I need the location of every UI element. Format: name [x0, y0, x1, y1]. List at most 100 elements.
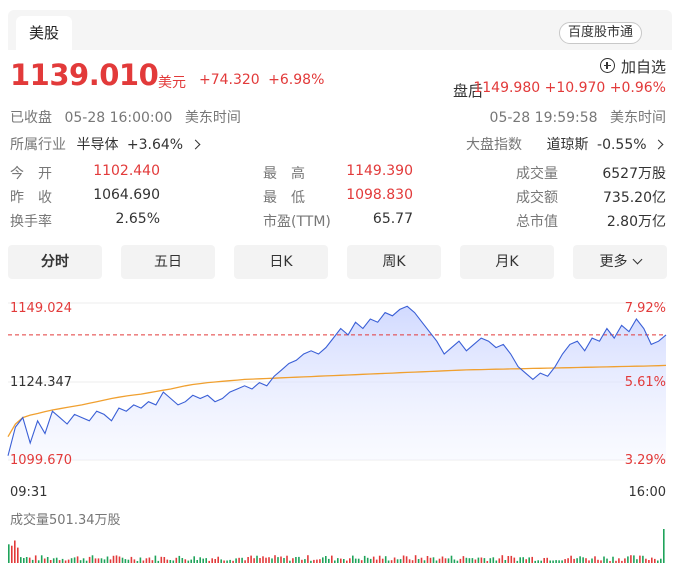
volume-bar: [271, 558, 273, 563]
volume-bar: [468, 558, 471, 563]
volume-label: 成交量501.34万股: [10, 513, 121, 528]
volume-bar: [573, 558, 575, 563]
y-left-tick-bottom: 1099.670: [10, 453, 73, 468]
volume-bar: [663, 529, 665, 563]
after-hours-time: 05-28 19:59:58 美东时间: [490, 107, 666, 127]
volume-bar: [597, 559, 599, 563]
volume-bar: [357, 558, 360, 563]
volume-bar: [564, 559, 566, 563]
volume-bar: [187, 560, 190, 563]
volume-bar: [193, 556, 195, 563]
chevron-right-icon: [190, 139, 201, 150]
stat-open-value: 1102.440: [93, 163, 160, 179]
volume-bar: [211, 558, 213, 563]
volume-bar: [606, 558, 608, 563]
volume-bar: [139, 557, 142, 563]
volume-bar: [265, 557, 267, 563]
volume-bar: [136, 561, 139, 563]
range-tab-monthly[interactable]: 月K: [460, 245, 554, 279]
volume-bar: [232, 560, 234, 563]
volume-bar: [396, 559, 399, 563]
volume-bar: [31, 559, 34, 563]
volume-bar: [453, 559, 456, 563]
intraday-chart[interactable]: [0, 290, 680, 500]
range-tab-intraday[interactable]: 分时: [8, 245, 102, 279]
current-price: 1139.010: [10, 58, 159, 92]
volume-bar: [429, 557, 432, 563]
volume-bar: [23, 558, 25, 563]
volume-bar: [133, 559, 136, 563]
range-tab-weekly[interactable]: 周K: [347, 245, 441, 279]
stat-open-label: 今 开: [10, 166, 52, 182]
volume-bar: [178, 555, 181, 563]
price-line: [7, 305, 667, 456]
volume-bar: [393, 557, 396, 563]
stat-turnover-value: 2.65%: [115, 211, 160, 227]
volume-bar: [375, 559, 378, 563]
after-hours-change-pct: +0.96%: [609, 80, 666, 96]
after-hours-label: 盘后: [453, 82, 484, 100]
volume-bar: [142, 560, 145, 563]
volume-bar: [567, 558, 569, 563]
after-hours-timezone: 美东时间: [610, 110, 666, 126]
industry-name: 半导体: [76, 137, 119, 153]
volume-bar: [313, 559, 315, 563]
add-watchlist-button[interactable]: 加自选: [599, 56, 666, 77]
volume-bar: [441, 556, 444, 563]
tab-us-stocks[interactable]: 美股: [16, 16, 72, 50]
volume-bar: [594, 556, 596, 563]
stat-volume-label: 成交量: [516, 166, 558, 182]
volume-bar: [202, 558, 204, 563]
volume-bar: [343, 559, 345, 563]
volume-bar: [579, 556, 581, 563]
volume-bar: [537, 560, 539, 563]
index-row[interactable]: 道琼斯 -0.55%: [547, 134, 664, 154]
volume-bar: [603, 556, 605, 563]
volume-bar: [40, 555, 43, 563]
volume-bar: [229, 559, 231, 563]
average-price-line: [7, 364, 667, 438]
range-tab-daily[interactable]: 日K: [234, 245, 328, 279]
price-change: +74.320 +6.98%: [199, 72, 324, 88]
volume-bar: [55, 557, 58, 563]
volume-bar: [49, 560, 52, 563]
range-tab-5day[interactable]: 五日: [121, 245, 215, 279]
volume-bar: [507, 556, 510, 563]
industry-row[interactable]: 所属行业 半导体 +3.64%: [10, 134, 201, 154]
volume-bar: [277, 557, 279, 563]
volume-bar: [25, 557, 28, 563]
volume-bar: [289, 560, 291, 563]
price-change-pct: +6.98%: [268, 72, 325, 88]
stat-prev-value: 1064.690: [93, 187, 160, 203]
volume-bar: [253, 558, 255, 563]
volume-bar: [408, 559, 411, 563]
source-badge[interactable]: 百度股市通: [558, 22, 642, 44]
volume-bar: [268, 557, 270, 563]
volume-bar: [381, 558, 384, 563]
volume-bar: [85, 560, 88, 563]
stat-high-label: 最 高: [263, 166, 305, 182]
volume-bar: [642, 555, 644, 563]
volume-bar: [70, 558, 73, 563]
volume-bar: [474, 559, 477, 563]
volume-bar: [259, 558, 261, 563]
volume-bar: [181, 558, 184, 563]
status-text: 已收盘: [10, 110, 52, 126]
volume-bar: [331, 555, 333, 563]
volume-bar: [609, 561, 611, 563]
volume-bar: [516, 560, 519, 563]
stat-volume-value: 6527万股: [602, 166, 666, 182]
price-change-abs: +74.320: [199, 72, 260, 88]
volume-bar: [235, 558, 237, 563]
volume-bar: [325, 556, 327, 563]
volume-bar: [196, 560, 198, 563]
volume-bar: [585, 558, 587, 563]
volume-bar: [73, 557, 76, 563]
volume-bar: [307, 555, 309, 563]
range-tab-more[interactable]: 更多: [573, 245, 667, 279]
volume-bar: [160, 556, 163, 563]
volume-bar: [67, 559, 70, 563]
volume-bar: [492, 557, 495, 563]
volume-bar: [346, 560, 348, 563]
volume-bar: [459, 558, 462, 563]
